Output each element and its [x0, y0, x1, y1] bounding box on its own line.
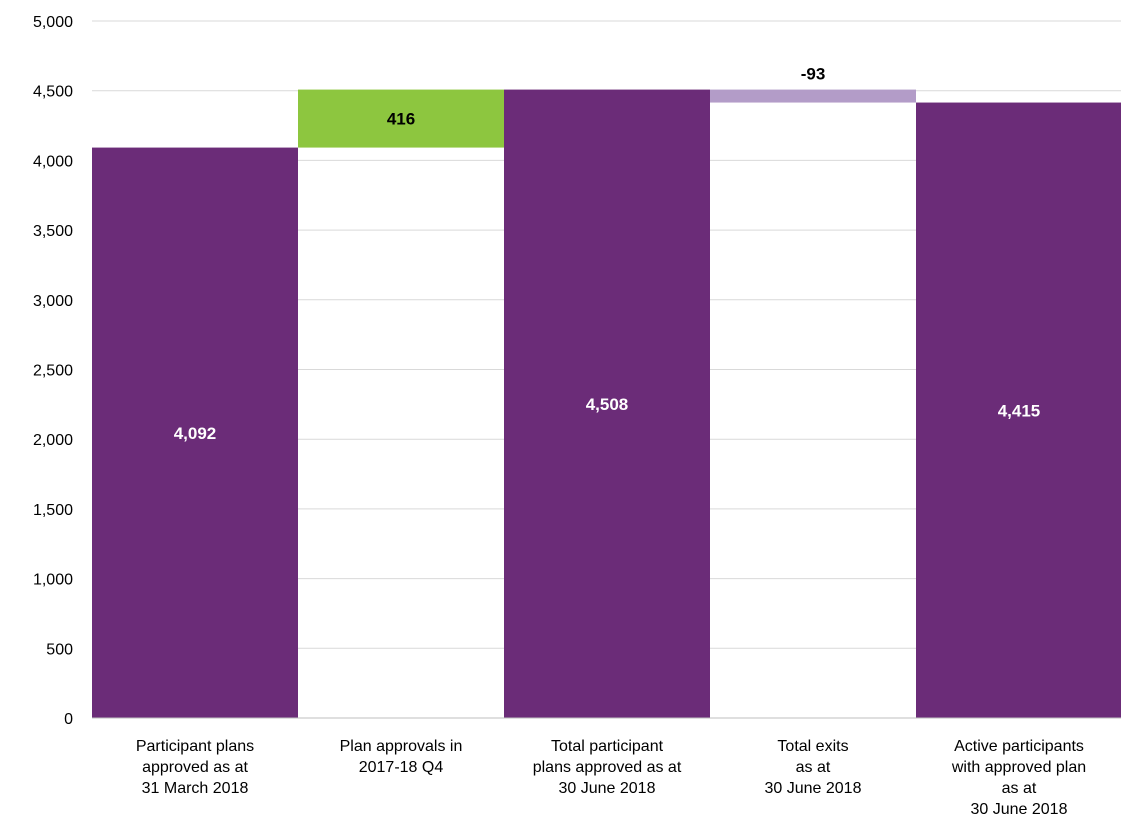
x-category-label: Total exits — [777, 738, 848, 755]
y-tick-label: 4,000 — [33, 153, 73, 170]
bar-total — [504, 89, 710, 719]
bar-decrease — [710, 89, 916, 103]
x-category-label: 31 March 2018 — [142, 780, 249, 797]
x-category-label: 2017-18 Q4 — [359, 759, 444, 776]
x-category-label: 30 June 2018 — [765, 780, 862, 797]
y-tick-label: 5,000 — [33, 14, 73, 31]
y-tick-label: 3,500 — [33, 223, 73, 240]
y-tick-label: 500 — [46, 641, 73, 658]
x-category-label: Active participants — [954, 738, 1084, 755]
data-label: 416 — [387, 110, 415, 129]
y-tick-label: 1,500 — [33, 502, 73, 519]
x-category-label: Plan approvals in — [340, 738, 463, 755]
y-tick-label: 0 — [64, 711, 73, 728]
data-labels: 4,092 416 4,508 -93 4,415 — [174, 65, 1041, 443]
y-tick-label: 1,000 — [33, 572, 73, 589]
data-label: 4,508 — [586, 395, 629, 414]
bar-increase — [298, 89, 504, 148]
x-category-label: Total participant — [551, 738, 664, 755]
data-label: 4,415 — [998, 401, 1041, 420]
bars — [92, 89, 1121, 719]
y-tick-label: 4,500 — [33, 84, 73, 101]
bar-total — [92, 147, 298, 718]
x-category-label: as at — [1002, 780, 1037, 797]
y-axis-ticks: 0 500 1,000 1,500 2,000 2,500 3,000 3,500 4,000 4… — [33, 14, 73, 728]
bar-total — [916, 102, 1121, 718]
y-tick-label: 2,000 — [33, 432, 73, 449]
x-category-label: approved as at — [142, 759, 248, 776]
x-category-label: plans approved as at — [533, 759, 682, 776]
x-category-label: with approved plan — [951, 759, 1086, 776]
y-tick-label: 2,500 — [33, 363, 73, 380]
data-label: 4,092 — [174, 424, 217, 443]
x-axis-categories: Participant plans approved as at 31 March … — [136, 738, 1086, 818]
y-tick-label: 3,000 — [33, 293, 73, 310]
x-category-label: 30 June 2018 — [559, 780, 656, 797]
x-category-label: Participant plans — [136, 738, 254, 755]
x-category-label: as at — [796, 759, 831, 776]
x-category-label: 30 June 2018 — [971, 801, 1068, 818]
data-label: -93 — [801, 65, 826, 84]
